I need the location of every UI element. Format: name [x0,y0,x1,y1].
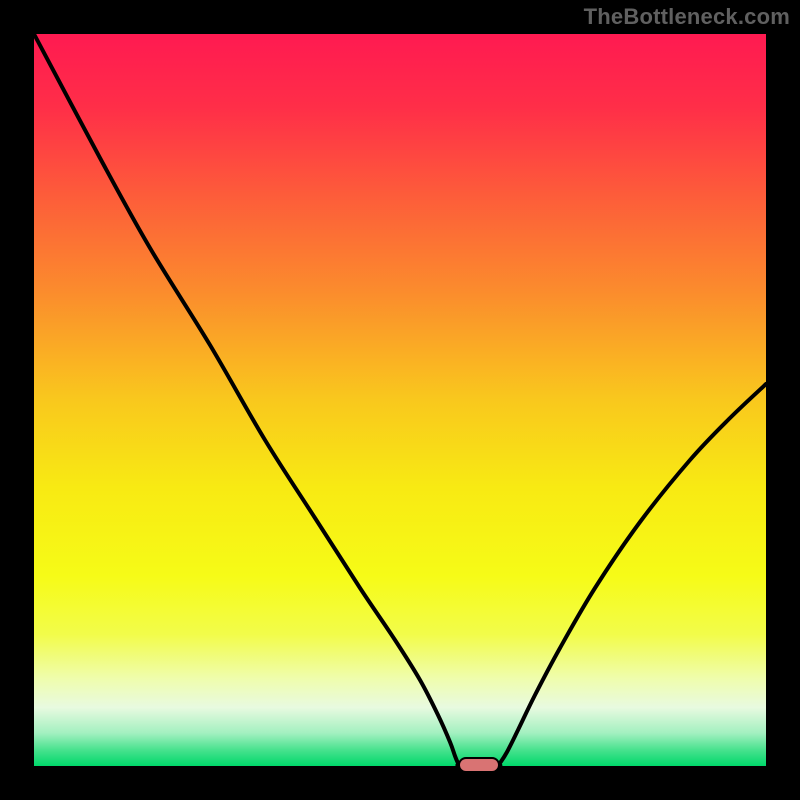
optimum-marker [459,758,499,772]
gradient-background [34,34,766,766]
watermark-text: TheBottleneck.com [584,4,790,30]
bottleneck-chart [0,0,800,800]
chart-container: TheBottleneck.com [0,0,800,800]
